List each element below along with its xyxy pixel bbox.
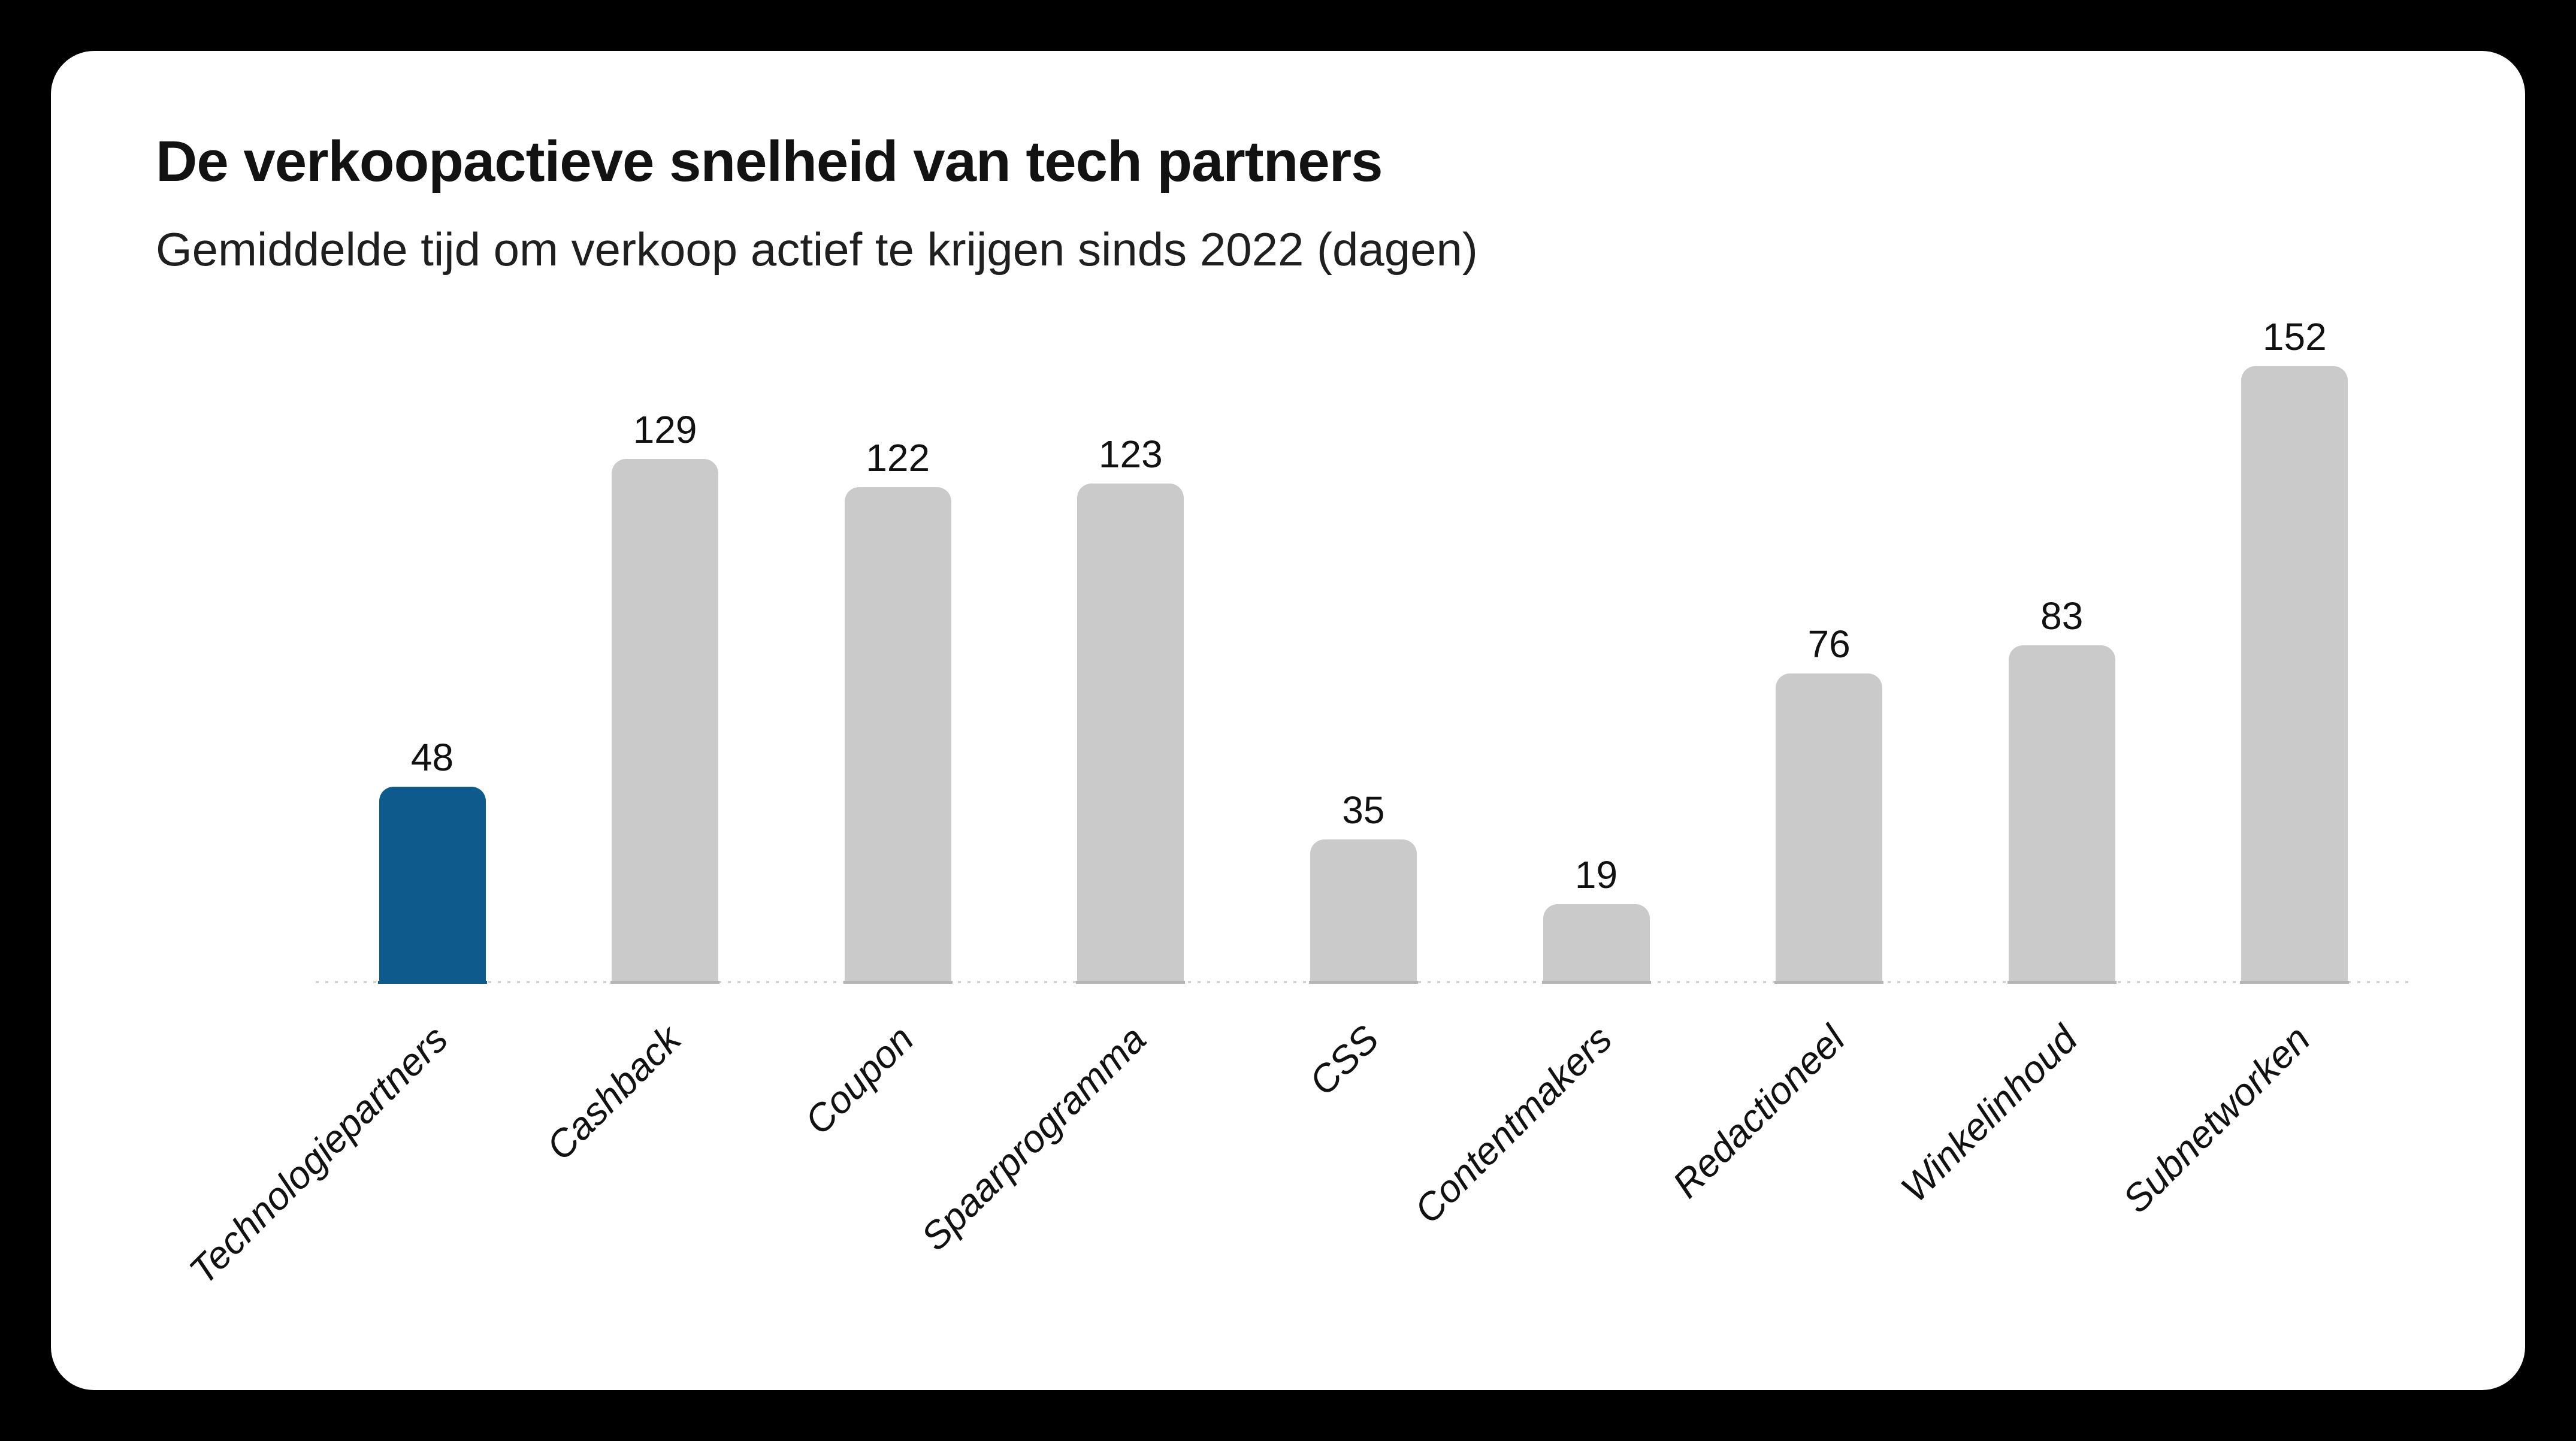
x-tick-label: Contentmakers: [1405, 1017, 1620, 1232]
x-tick-label: Subnetworken: [2114, 1017, 2318, 1221]
bar-value-label: 48: [410, 736, 454, 779]
x-tick-label: CSS: [1301, 1017, 1387, 1104]
bar-base-underline: [2240, 981, 2350, 984]
bar-chart: 48 Technologiepartners 129 Cashback 122 Coupo…: [51, 51, 2525, 1390]
bar-base-underline: [610, 981, 720, 984]
chart-card: De verkoopactieve snelheid van tech part…: [51, 51, 2525, 1390]
x-tick-label: Spaarprogramma: [912, 1017, 1154, 1259]
bar-base-underline: [1541, 981, 1651, 984]
bar-base-underline: [2007, 981, 2117, 984]
bar-base-underline: [843, 981, 953, 984]
bar-default: [1077, 484, 1184, 981]
chart-title: De verkoopactieve snelheid van tech part…: [156, 129, 1383, 194]
bar-value-label: 35: [1342, 789, 1385, 832]
bar-default: [1776, 673, 1883, 981]
bar-value-label: 152: [2262, 315, 2327, 358]
bar-default: [2008, 645, 2115, 981]
bar-value-label: 19: [1574, 853, 1618, 896]
bar-value-label: 76: [1807, 623, 1851, 666]
bar-value-label: 83: [2040, 594, 2084, 638]
bar-default: [2241, 366, 2348, 981]
bar-default: [844, 487, 951, 981]
bar-value-label: 123: [1098, 433, 1163, 476]
bar-value-label: 122: [866, 436, 930, 479]
bar-base-underline: [377, 981, 487, 984]
bar-default: [1310, 839, 1417, 981]
x-tick-label: Winkelinhoud: [1892, 1017, 2086, 1210]
bar-base-underline: [1308, 981, 1418, 984]
bar-default: [612, 459, 719, 981]
bar-highlight: [379, 787, 486, 981]
x-tick-label: Cashback: [537, 1017, 689, 1168]
bar-base-underline: [1076, 981, 1186, 984]
bar-default: [1543, 904, 1650, 981]
x-tick-label: Technologiepartners: [180, 1017, 456, 1293]
x-tick-label: Redactioneel: [1664, 1017, 1853, 1206]
bar-value-label: 129: [633, 408, 697, 451]
x-tick-label: Coupon: [796, 1017, 922, 1143]
chart-subtitle: Gemiddelde tijd om verkoop actief te kri…: [156, 223, 1478, 276]
bar-base-underline: [1774, 981, 1884, 984]
